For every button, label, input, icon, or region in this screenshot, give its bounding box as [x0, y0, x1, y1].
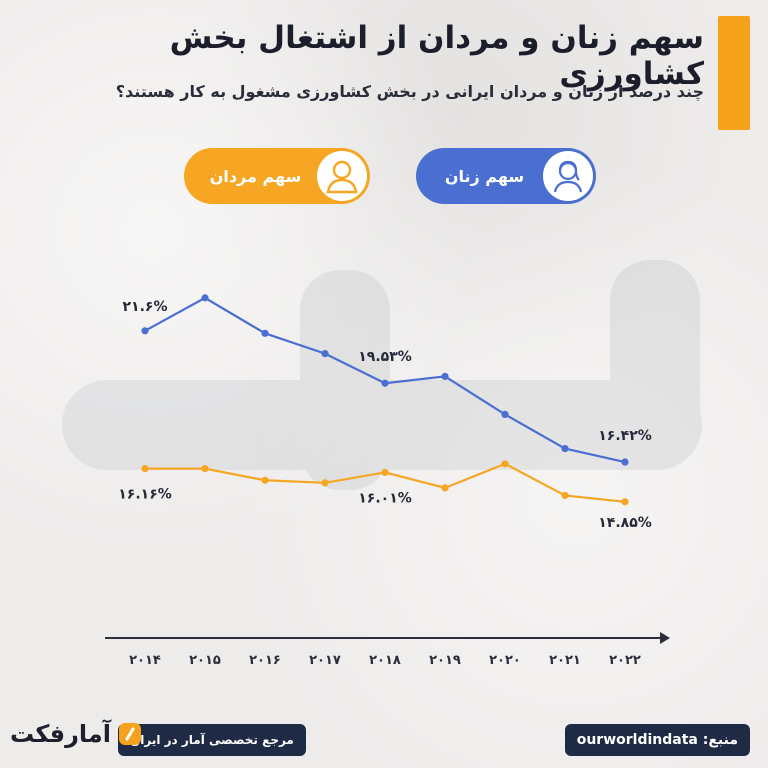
woman-avatar-icon — [543, 151, 593, 201]
brand-logo: آمارفکت — [10, 720, 143, 748]
reference-badge: مرجع تخصصی آمار در ایران — [118, 724, 306, 756]
men-series-point — [441, 484, 449, 492]
women-series-data-label: ۲۱.۶% — [123, 299, 168, 315]
line-chart: ۲۰۱۴ ۲۰۱۵ ۲۰۱۶ ۲۰۱۷ ۲۰۱۸ ۲۰۱۹ ۲۰۲۰ ۲۰۲۱ ۲۰۲۲ ۲۱.… — [62, 260, 702, 668]
men-series-point — [501, 460, 509, 468]
men-series-data-label: ۱۶.۰۱% — [358, 490, 412, 506]
women-series-point — [141, 327, 149, 335]
legend-women: سهم زنان — [416, 148, 596, 204]
women-series-point — [381, 379, 389, 387]
accent-bar — [718, 16, 750, 130]
x-tick-label: ۲۰۱۵ — [189, 653, 221, 668]
legend-women-label: سهم زنان — [444, 166, 525, 186]
x-tick-label: ۲۰۱۸ — [369, 653, 401, 668]
men-series-point — [621, 498, 629, 506]
men-series-point — [381, 468, 389, 477]
men-series-point — [561, 491, 569, 500]
source-badge: منبع: ourworldindata — [564, 724, 750, 756]
women-series-point — [621, 458, 629, 466]
women-series-point — [321, 350, 329, 358]
x-tick-label: ۲۰۲۰ — [489, 653, 521, 668]
page-title: سهم زنان و مردان از اشتغال بخش کشاورزی — [169, 20, 704, 92]
legend-men: سهم مردان — [184, 148, 370, 204]
men-series-point — [261, 476, 269, 484]
women-series-data-label: ۱۹.۵۳% — [358, 349, 412, 365]
x-axis-arrow-icon — [660, 632, 670, 644]
women-series-point — [201, 294, 209, 302]
x-tick-label: ۲۰۲۲ — [609, 653, 641, 668]
men-series-data-label: ۱۶.۱۶% — [118, 487, 172, 503]
x-tick-label: ۲۰۱۴ — [129, 653, 161, 668]
men-series-data-label: ۱۴.۸۵% — [598, 515, 652, 531]
men-series-point — [321, 479, 329, 487]
women-series-point — [441, 372, 449, 380]
man-avatar-icon — [317, 151, 367, 201]
women-series-point — [501, 410, 509, 418]
x-tick-label: ۲۰۱۶ — [249, 653, 281, 668]
men-series-point — [141, 465, 149, 473]
x-tick-label: ۲۰۱۷ — [309, 653, 341, 668]
x-tick-label: ۲۰۲۱ — [549, 653, 581, 668]
women-series-point — [561, 445, 569, 453]
brand-name: آمارفکت — [10, 720, 111, 748]
brand-mark-icon — [119, 723, 141, 745]
watermark-logo — [62, 260, 702, 490]
page-subtitle: چند درصد از زنان و مردان ایرانی در بخش ک… — [115, 82, 704, 101]
x-tick-label: ۲۰۱۹ — [429, 653, 461, 668]
women-series-point — [261, 329, 269, 337]
women-series-data-label: ۱۶.۴۲% — [598, 428, 652, 444]
men-series-point — [201, 465, 209, 473]
legend-men-label: سهم مردان — [209, 166, 302, 186]
